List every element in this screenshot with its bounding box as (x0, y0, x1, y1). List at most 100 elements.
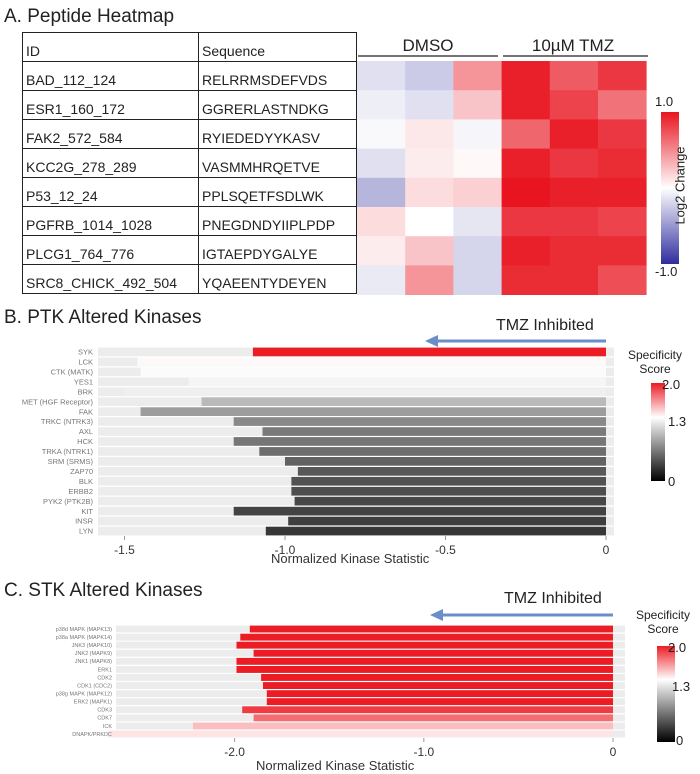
heatmap-cell (598, 265, 647, 295)
kinase-label: CDK3 (97, 708, 112, 714)
peptide-row: FAK2_572_584 RYIEDEDYYKASV (22, 119, 357, 149)
heatmap-cell (549, 177, 599, 208)
peptide-row: PLCG1_764_776 IGTAEPDYGALYE (22, 235, 357, 265)
kinase-bar-srm-srms (285, 457, 606, 466)
peptide-row: SRC8_CHICK_492_504 YQAEENTYDEYEN (22, 264, 357, 294)
peptide-sequence: VASMMHRQETVE (198, 148, 357, 178)
panel-b-colorbar-min: 0 (668, 474, 676, 489)
kinase-label: TRKA (NTRK1) (42, 447, 94, 456)
kinase-bar-erk2-mapk1 (266, 698, 613, 706)
heatmap-cell (357, 61, 406, 91)
heatmap-cell (598, 90, 647, 120)
kinase-label: AXL (79, 427, 93, 436)
kinase-bar-jnk2-mapk9 (253, 649, 613, 657)
panel-c-annotation: TMZ Inhibited (504, 590, 602, 607)
heatmap-cell (549, 90, 599, 120)
tmz-inhibited-arrow (425, 335, 606, 347)
heatmap-cell (501, 236, 551, 266)
kinase-label: CDK2 (97, 675, 112, 681)
kinase-label: JNK1 (MAPK8) (75, 659, 112, 665)
kinase-label: BRK (78, 387, 93, 396)
panel-b-title: B. PTK Altered Kinases (4, 307, 202, 328)
x-tick-label: -0.5 (435, 543, 456, 557)
x-tick-label: 0 (603, 543, 610, 557)
peptide-row: ESR1_160_172 GGRERLASTNDKG (22, 90, 357, 120)
heatmap-cell (501, 265, 551, 295)
heatmap-cell (598, 236, 647, 266)
kinase-bar-trkc-ntrk3 (233, 417, 606, 426)
heatmap-cell (405, 177, 454, 208)
kinase-bar-insr (288, 516, 606, 526)
kinase-label: BLK (79, 477, 93, 486)
kinase-bar-dnapk-prkdc (107, 730, 614, 738)
kinase-label: TRKC (NTRK3) (41, 417, 94, 426)
heatmap-cell (357, 207, 406, 237)
kinase-label: ZAP70 (70, 467, 93, 476)
kinase-label: FAK (79, 407, 93, 416)
kinase-bar-erbb2 (291, 486, 606, 496)
x-tick-label: -1.0 (413, 745, 434, 759)
peptide-id: BAD_112_124 (22, 61, 199, 91)
kinase-bar-cdk3 (242, 706, 613, 714)
kinase-bar-ctk-matk (140, 367, 606, 377)
kinase-bar-cdk7 (253, 714, 613, 722)
kinase-label: HCK (77, 437, 93, 446)
kinase-bar-kit (233, 506, 606, 516)
peptide-row: P53_12_24 PPLSQETFSDLWK (22, 177, 357, 207)
kinase-bar-lyn (265, 526, 606, 536)
kinase-label: LCK (78, 358, 93, 367)
group-label-tmz: 10µM TMZ (531, 36, 615, 55)
peptide-table-body: ID Sequence BAD_112_124 RELRRMSDEFVDS ESR1_1… (22, 32, 357, 294)
kinase-label: CDK1 (CDC2) (77, 684, 112, 690)
kinase-label: DNAPK/PRKDC (72, 732, 112, 738)
panel-b-annotation: TMZ Inhibited (496, 317, 594, 334)
x-tick-label: 0 (610, 745, 617, 759)
heatmap-cell (501, 207, 551, 237)
specificity-colorbar (657, 646, 675, 742)
kinase-bar-jnk3-mapk10 (236, 641, 613, 649)
kinase-label: PYK2 (PTK2B) (43, 497, 94, 506)
kinase-bar-hck (233, 437, 606, 446)
kinase-label: YES1 (74, 377, 93, 386)
heatmap-colorbar-min: -1.0 (655, 264, 678, 279)
kinase-bar-trka-ntrk1 (259, 447, 606, 456)
heatmap-cell (453, 148, 502, 179)
heatmap-cell (501, 119, 551, 149)
panel-b-colorbar-title: Specificity Score (627, 348, 683, 376)
heatmap-cell (405, 236, 454, 266)
kinase-label: ERBB2 (68, 487, 93, 496)
heatmap-cell (357, 177, 406, 208)
heatmap-cell (405, 119, 454, 149)
kinase-label: p38g MAPK (MAPK12) (56, 692, 112, 698)
kinase-bar-brk (124, 387, 606, 397)
heatmap-cell (453, 236, 502, 266)
heatmap-cell (501, 148, 551, 179)
heatmap-cell (357, 148, 406, 179)
heatmap-cell (501, 177, 551, 208)
heatmap-cell (598, 119, 647, 149)
heatmap-cell (405, 61, 454, 91)
heatmap-cell (405, 90, 454, 120)
panel-c-colorbar-min: 0 (676, 733, 684, 748)
kinase-label: MET (HGF Receptor) (22, 397, 94, 406)
heatmap-cell (501, 61, 551, 91)
kinase-bar-p38a-mapk-mapk14 (240, 633, 614, 641)
peptide-table: ID Sequence BAD_112_124 RELRRMSDEFVDS ESR1_1… (22, 32, 357, 294)
kinase-label: ICK (103, 724, 113, 730)
peptide-sequence: RYIEDEDYYKASV (198, 119, 357, 149)
kinase-bar-p38g-mapk-mapk12 (266, 690, 613, 698)
heatmap-cell (549, 148, 599, 179)
peptide-id: P53_12_24 (22, 177, 199, 207)
peptide-row: BAD_112_124 RELRRMSDEFVDS (22, 61, 357, 91)
heatmap-cell (357, 265, 406, 295)
peptide-id: SRC8_CHICK_492_504 (22, 264, 199, 294)
kinase-label: p38a MAPK (MAPK14) (56, 635, 112, 641)
kinase-bar-jnk1-mapk8 (236, 657, 613, 665)
tmz-inhibited-arrow (430, 609, 613, 621)
kinase-label: LYN (79, 527, 93, 536)
panel-c-colorbar-mid: 1.3 (672, 679, 691, 694)
kinase-label: p38d MAPK (MAPK13) (56, 627, 112, 633)
heatmap-cell (405, 265, 454, 295)
